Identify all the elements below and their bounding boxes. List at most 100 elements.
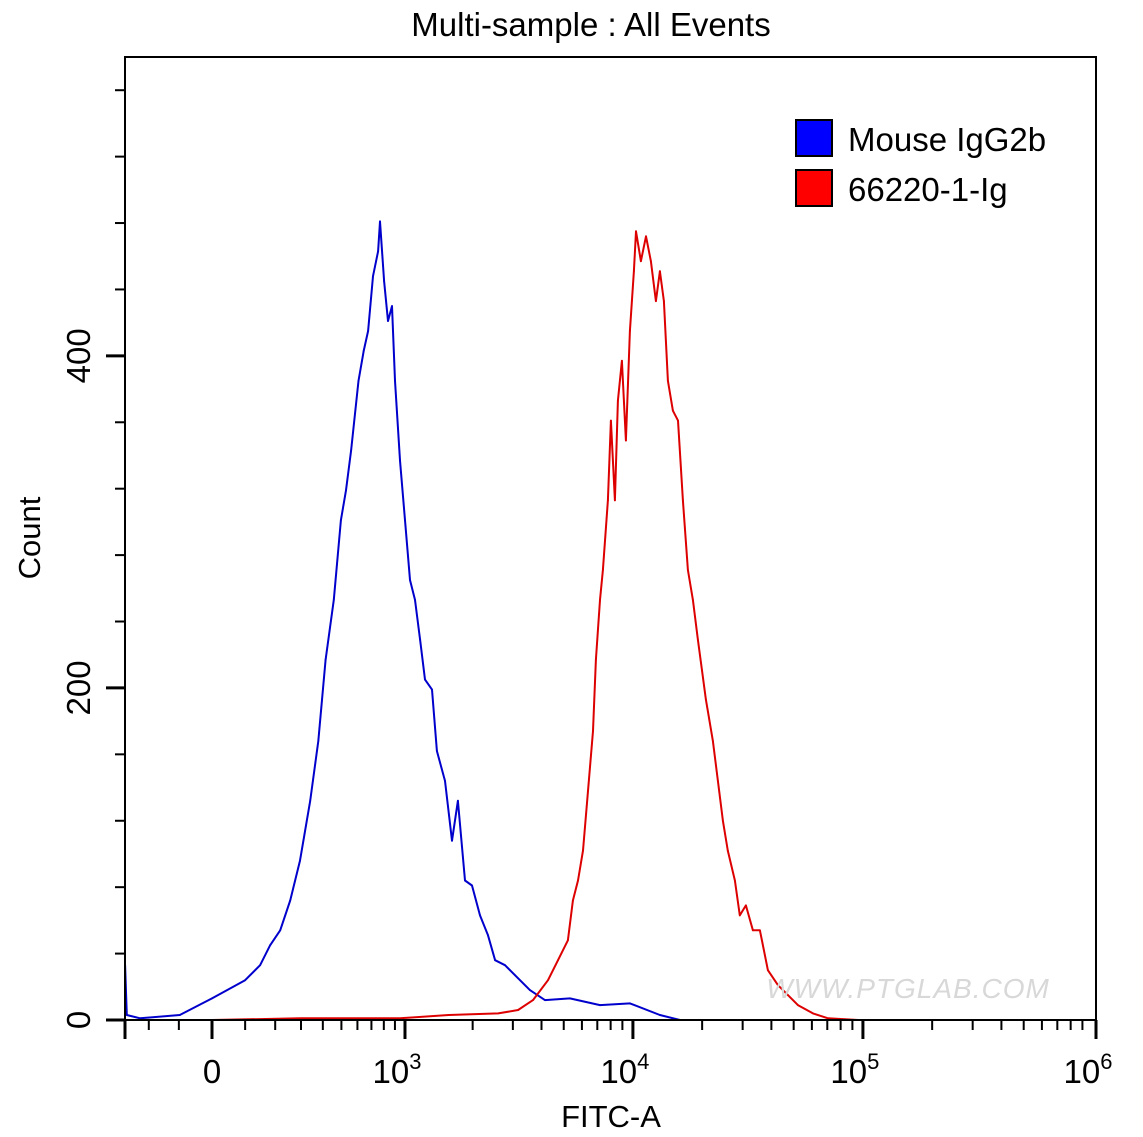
data-point: [464, 879, 466, 882]
data-point: [752, 929, 754, 932]
x-tick-base: 10: [830, 1053, 867, 1090]
data-point: [379, 220, 381, 223]
data-point: [633, 270, 635, 273]
data-point: [658, 270, 661, 273]
x-tick-label: 106: [1064, 1049, 1113, 1090]
data-point: [479, 914, 481, 917]
data-point: [357, 379, 360, 382]
data-point: [345, 489, 347, 492]
series-line-isotype: [124, 220, 681, 1021]
data-point: [350, 449, 353, 452]
data-point: [497, 1012, 500, 1015]
legend-label: 66220-1-Ig: [848, 171, 1008, 208]
data-point: [529, 989, 531, 992]
data-point: [444, 780, 446, 782]
data-point: [712, 740, 714, 742]
x-tick-base: 10: [1064, 1053, 1101, 1090]
data-point: [299, 1017, 301, 1020]
data-point: [697, 638, 699, 641]
data-point: [759, 929, 761, 932]
data-point: [587, 789, 589, 792]
data-point: [787, 994, 789, 996]
y-tick-label: 200: [60, 660, 97, 715]
data-point: [324, 658, 327, 661]
data-point: [367, 330, 369, 332]
data-point: [645, 235, 647, 238]
data-point: [655, 300, 657, 302]
data-point: [404, 519, 406, 522]
data-point: [424, 678, 426, 681]
data-point: [658, 1014, 661, 1016]
plot-frame: [124, 56, 1097, 1021]
data-point: [602, 569, 604, 571]
data-point: [691, 599, 694, 601]
data-point: [391, 305, 393, 307]
data-point: [777, 984, 779, 987]
data-point: [289, 899, 292, 902]
data-point: [682, 499, 684, 502]
data-point: [594, 658, 597, 661]
data-point: [211, 997, 213, 1000]
data-point: [269, 944, 271, 947]
legend-swatch: [795, 119, 833, 157]
data-point: [178, 1014, 181, 1016]
data-point: [399, 459, 401, 462]
data-point: [582, 849, 584, 852]
data-point: [372, 275, 374, 278]
data-point: [362, 349, 365, 352]
data-point: [279, 929, 282, 932]
data-point: [447, 1014, 450, 1016]
data-point: [419, 638, 422, 641]
data-point: [672, 409, 674, 412]
data-point: [572, 899, 574, 902]
data-point: [339, 519, 342, 522]
data-point: [451, 839, 453, 842]
legend-swatch: [795, 169, 833, 207]
data-point: [621, 359, 623, 362]
data-point: [332, 599, 335, 601]
watermark: WWW.PTGLAB.COM: [766, 973, 1050, 1004]
data-point: [599, 599, 601, 601]
data-point: [716, 780, 719, 782]
y-tick-label: 0: [60, 1011, 97, 1029]
data-point: [394, 379, 396, 382]
x-tick-base: 10: [372, 1053, 409, 1090]
legend: Mouse IgG2b 66220-1-Ig: [795, 119, 1046, 208]
data-point: [738, 914, 741, 917]
x-tick-exponent: 4: [637, 1049, 649, 1074]
data-point: [414, 599, 416, 601]
series-line-sample: [211, 230, 858, 1021]
data-point: [431, 688, 433, 691]
data-point: [663, 300, 665, 302]
data-point: [599, 1004, 601, 1006]
data-point: [532, 999, 534, 1001]
data-point: [812, 1012, 814, 1015]
data-point: [827, 1017, 829, 1020]
data-point: [607, 499, 609, 502]
data-point: [259, 964, 261, 967]
data-point: [721, 819, 724, 822]
data-point: [383, 280, 385, 283]
data-point: [299, 859, 301, 862]
x-tick-label: 0: [203, 1053, 221, 1090]
data-point: [639, 260, 642, 263]
y-axis-label: Count: [12, 496, 47, 579]
data-point: [569, 997, 571, 1000]
data-point: [610, 419, 612, 422]
data-point: [796, 1004, 799, 1006]
x-tick-base: 0: [203, 1053, 221, 1090]
data-point: [309, 799, 312, 802]
data-point: [125, 1014, 128, 1016]
data-point: [629, 1002, 631, 1005]
data-point: [377, 250, 379, 253]
data-point: [547, 979, 549, 982]
data-point: [744, 904, 747, 907]
x-tick-label: 104: [600, 1049, 649, 1090]
data-point: [635, 230, 637, 233]
data-point: [139, 1017, 141, 1020]
data-point: [577, 879, 579, 882]
chart-title: Multi-sample : All Events: [411, 6, 770, 43]
data-point: [617, 399, 619, 402]
series-group: [124, 220, 859, 1021]
